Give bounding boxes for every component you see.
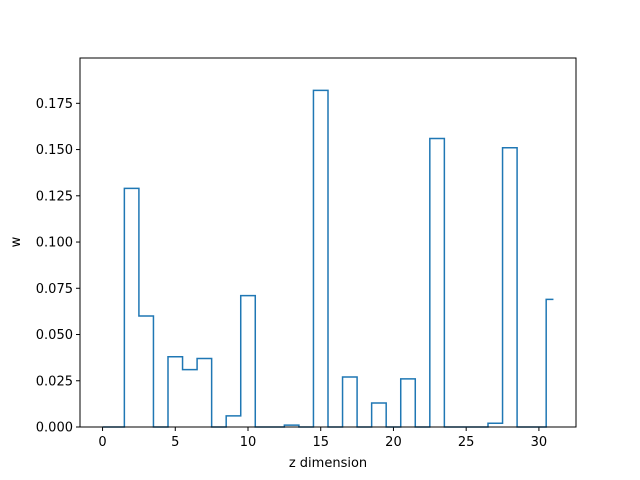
y-axis-label: w <box>9 236 24 247</box>
series-line-0 <box>102 89 554 428</box>
x-tick-label: 5 <box>171 435 179 450</box>
y-tick-label: 0.175 <box>36 97 73 112</box>
y-tick-label: 0.000 <box>36 421 73 436</box>
marks-layer <box>102 89 554 428</box>
x-tick-label: 30 <box>531 435 548 450</box>
ticks-layer: 0 5 10 15 20 25 30 0.000 0.025 0.050 0.075 0.100 0.1… <box>36 97 547 450</box>
x-tick-label: 20 <box>385 435 402 450</box>
y-tick-label: 0.050 <box>36 328 73 343</box>
x-tick-label: 15 <box>312 435 329 450</box>
x-tick-label: 10 <box>240 435 257 450</box>
y-tick-label: 0.025 <box>36 374 73 389</box>
x-axis-label: z dimension <box>289 456 367 471</box>
y-tick-label: 0.075 <box>36 282 73 297</box>
y-tick-label: 0.100 <box>36 236 73 251</box>
y-tick-label: 0.125 <box>36 189 73 204</box>
x-tick-label: 0 <box>98 435 106 450</box>
axes-frame <box>79 57 577 428</box>
x-tick-label: 25 <box>458 435 475 450</box>
y-tick-label: 0.150 <box>36 143 73 158</box>
